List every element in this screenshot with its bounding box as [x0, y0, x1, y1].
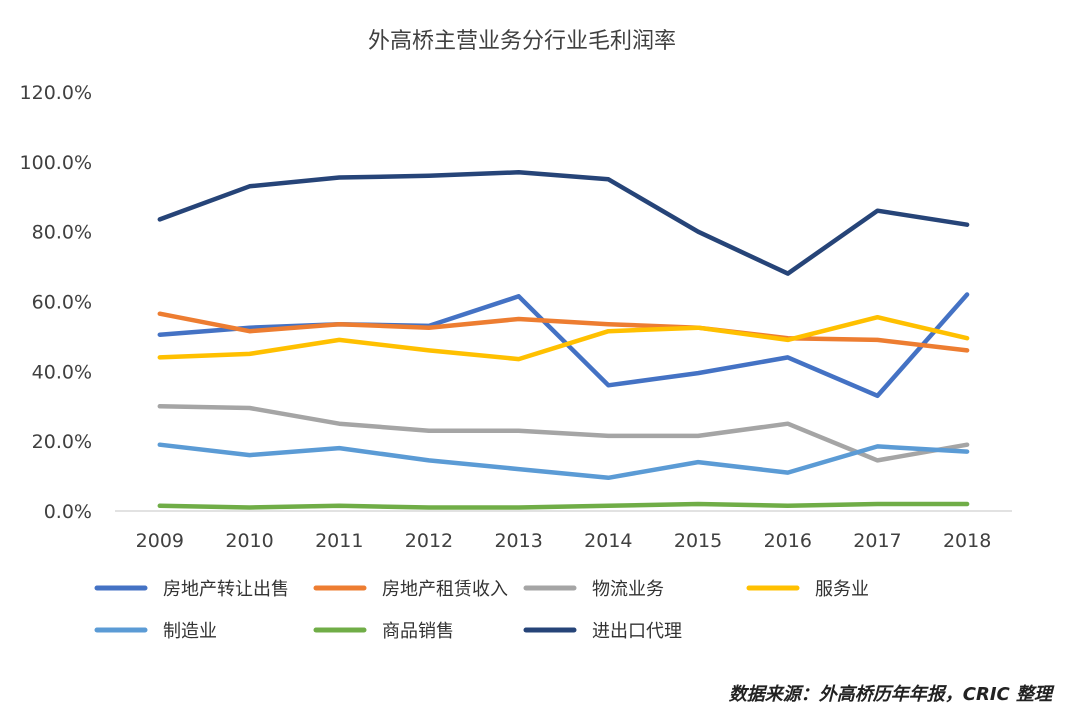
y-tick-label: 120.0%: [20, 82, 92, 104]
x-tick-label: 2016: [764, 530, 812, 552]
legend-label: 服务业: [815, 579, 869, 600]
x-tick-label: 2012: [405, 530, 453, 552]
y-tick-label: 40.0%: [32, 361, 92, 383]
y-axis-ticks: 0.0% 20.0% 40.0% 60.0% 80.0% 100.0% 120.0%: [20, 82, 92, 523]
legend-label: 房地产租赁收入: [382, 579, 508, 600]
series-line-2: [157, 311, 970, 353]
series-line-7: [157, 170, 970, 276]
y-tick-label: 80.0%: [32, 222, 92, 244]
legend-label: 进出口代理: [592, 621, 682, 642]
source-note: 数据来源：外高桥历年年报，CRIC 整理: [729, 684, 1055, 705]
x-tick-label: 2018: [943, 530, 991, 552]
y-tick-label: 0.0%: [44, 501, 92, 523]
series-lines: [157, 170, 970, 510]
y-tick-label: 60.0%: [32, 292, 92, 314]
x-tick-label: 2011: [315, 530, 363, 552]
series-line-4: [157, 314, 970, 362]
x-tick-label: 2015: [674, 530, 722, 552]
x-tick-label: 2013: [494, 530, 542, 552]
series-line-6: [157, 501, 970, 510]
legend-label: 物流业务: [592, 579, 664, 600]
series-line-5: [157, 442, 970, 481]
y-tick-label: 20.0%: [32, 431, 92, 453]
x-tick-label: 2017: [853, 530, 901, 552]
chart-title: 外高桥主营业务分行业毛利润率: [368, 29, 676, 54]
x-tick-label: 2014: [584, 530, 632, 552]
x-tick-label: 2010: [225, 530, 273, 552]
x-axis-ticks: 2009 2010 2011 2012 2013 2014 2015 2016 2017 2018: [136, 530, 992, 552]
series-line-3: [157, 404, 970, 463]
legend-label: 制造业: [163, 621, 217, 642]
x-tick-label: 2009: [136, 530, 184, 552]
y-tick-label: 100.0%: [20, 152, 92, 174]
legend-label: 商品销售: [382, 621, 454, 642]
legend-label: 房地产转让出售: [163, 579, 289, 600]
